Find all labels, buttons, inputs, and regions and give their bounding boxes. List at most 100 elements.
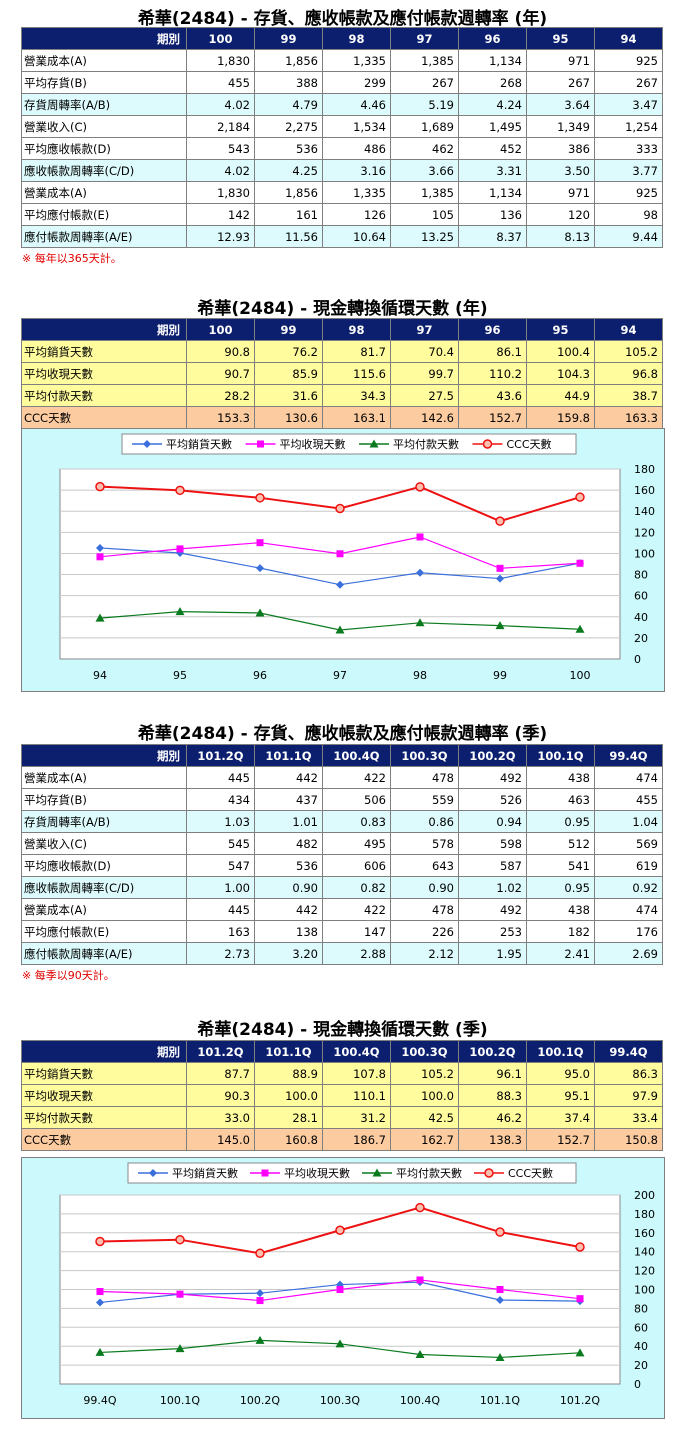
row-label: 營業成本(A) xyxy=(21,766,187,789)
data-point xyxy=(495,516,505,526)
legend-marker xyxy=(482,439,493,449)
table-cell: 578 xyxy=(390,832,459,855)
y-tick-label: 0 xyxy=(634,653,641,666)
data-point xyxy=(335,1225,345,1235)
table-cell: 3.50 xyxy=(526,159,595,182)
table-cell: 3.31 xyxy=(458,159,527,182)
table-cell: 422 xyxy=(322,766,391,789)
legend-marker xyxy=(149,1169,157,1177)
data-point xyxy=(96,1287,104,1295)
table-row: 營業成本(A) 445 442 422 478 492 438 474 xyxy=(21,898,663,921)
data-point xyxy=(96,543,104,552)
data-point xyxy=(176,549,184,558)
table-cell: 0.86 xyxy=(390,810,459,833)
table-cell: 452 xyxy=(458,137,527,160)
row-label: 平均應付帳款(E) xyxy=(21,203,187,226)
table-cell: 3.16 xyxy=(322,159,391,182)
table-cell: 182 xyxy=(526,920,595,943)
x-tick-label: 100.3Q xyxy=(320,1394,360,1407)
table-cell: 442 xyxy=(254,766,323,789)
legend-label: 平均付款天數 xyxy=(396,1166,462,1180)
table-cell: 110.1 xyxy=(322,1084,391,1107)
table-cell: 1,830 xyxy=(186,49,255,72)
data-point xyxy=(96,1298,104,1307)
table-cell: 1,856 xyxy=(254,49,323,72)
period-header: 100 xyxy=(186,318,255,341)
table-cell: 526 xyxy=(458,788,527,811)
row-label: 營業成本(A) xyxy=(21,181,187,204)
row-label: 營業成本(A) xyxy=(21,49,187,72)
table-cell: 10.64 xyxy=(322,225,391,248)
table-row: 平均存貨(B) 434 437 506 559 526 463 455 xyxy=(21,788,663,811)
y-tick-label: 0 xyxy=(634,1378,641,1391)
x-tick-label: 100.2Q xyxy=(240,1394,280,1407)
data-point xyxy=(95,613,105,622)
period-header-label: 期別 xyxy=(21,1040,187,1063)
table-cell: 455 xyxy=(186,71,255,94)
table-cell: 161 xyxy=(254,203,323,226)
table-cell: 1,856 xyxy=(254,181,323,204)
table-cell: 438 xyxy=(526,766,595,789)
data-point xyxy=(416,1276,424,1284)
table-cell: 1,830 xyxy=(186,181,255,204)
period-header: 100 xyxy=(186,27,255,50)
table-cell: 267 xyxy=(594,71,663,94)
legend-marker xyxy=(261,1169,269,1177)
series-2 xyxy=(96,533,584,572)
table-cell: 87.7 xyxy=(186,1062,255,1085)
data-point xyxy=(495,621,505,630)
x-tick-label: 95 xyxy=(173,669,187,682)
row-label: CCC天數 xyxy=(21,406,187,429)
annual-ccc-title: 希華(2484) - 現金轉換循環天數 (年) xyxy=(197,299,488,319)
table-cell: 569 xyxy=(594,832,663,855)
table-cell: 100.0 xyxy=(390,1084,459,1107)
table-cell: 105 xyxy=(390,203,459,226)
series-3 xyxy=(95,607,585,634)
table-cell: 70.4 xyxy=(390,340,459,363)
data-point xyxy=(496,564,504,572)
data-point xyxy=(575,624,585,633)
table-cell: 486 xyxy=(322,137,391,160)
row-label: 營業收入(C) xyxy=(21,832,187,855)
table-cell: 46.2 xyxy=(458,1106,527,1129)
row-label: 平均應收帳款(D) xyxy=(21,854,187,877)
legend-label: 平均收現天數 xyxy=(284,1166,350,1180)
table-cell: 606 xyxy=(322,854,391,877)
quarterly-turnover-title: 希華(2484) - 存貨、應收帳款及應付帳款週轉率 (季) xyxy=(137,724,548,744)
table-cell: 434 xyxy=(186,788,255,811)
table-cell: 163 xyxy=(186,920,255,943)
table-row: 平均應付帳款(E) 142 161 126 105 136 120 98 xyxy=(21,203,663,226)
table-cell: 3.47 xyxy=(594,93,663,116)
period-header: 100.4Q xyxy=(322,744,391,767)
table-cell: 482 xyxy=(254,832,323,855)
data-point xyxy=(576,1295,584,1303)
table-row: 平均收現天數 90.7 85.9 115.6 99.7 110.2 104.3 96.8 xyxy=(21,362,663,385)
period-header: 100.1Q xyxy=(526,744,595,767)
series-4 xyxy=(95,1202,585,1259)
table-cell: 492 xyxy=(458,898,527,921)
row-label: 平均付款天數 xyxy=(21,1106,187,1129)
legend-marker xyxy=(143,440,151,448)
row-label: 營業收入(C) xyxy=(21,115,187,138)
table-cell: 126 xyxy=(322,203,391,226)
row-label: 平均應收帳款(D) xyxy=(21,137,187,160)
table-cell: 96.1 xyxy=(458,1062,527,1085)
data-point xyxy=(415,618,425,627)
x-tick-label: 100.4Q xyxy=(400,1394,440,1407)
legend-marker xyxy=(484,1168,494,1178)
x-tick-label: 100.1Q xyxy=(160,1394,200,1407)
table-cell: 478 xyxy=(390,898,459,921)
table-cell: 478 xyxy=(390,766,459,789)
table-cell: 1.01 xyxy=(254,810,323,833)
table-cell: 8.37 xyxy=(458,225,527,248)
table-cell: 545 xyxy=(186,832,255,855)
row-label: 應付帳款周轉率(A/E) xyxy=(21,942,187,965)
table-cell: 1.03 xyxy=(186,810,255,833)
series-4 xyxy=(95,481,585,526)
row-label: 應收帳款周轉率(C/D) xyxy=(21,876,187,899)
data-point xyxy=(336,580,344,589)
table-cell: 1,385 xyxy=(390,49,459,72)
table-row: CCC天數 145.0 160.8 186.7 162.7 138.3 152.7 150.8 xyxy=(21,1128,663,1151)
table-cell: 492 xyxy=(458,766,527,789)
data-point xyxy=(256,1289,264,1298)
